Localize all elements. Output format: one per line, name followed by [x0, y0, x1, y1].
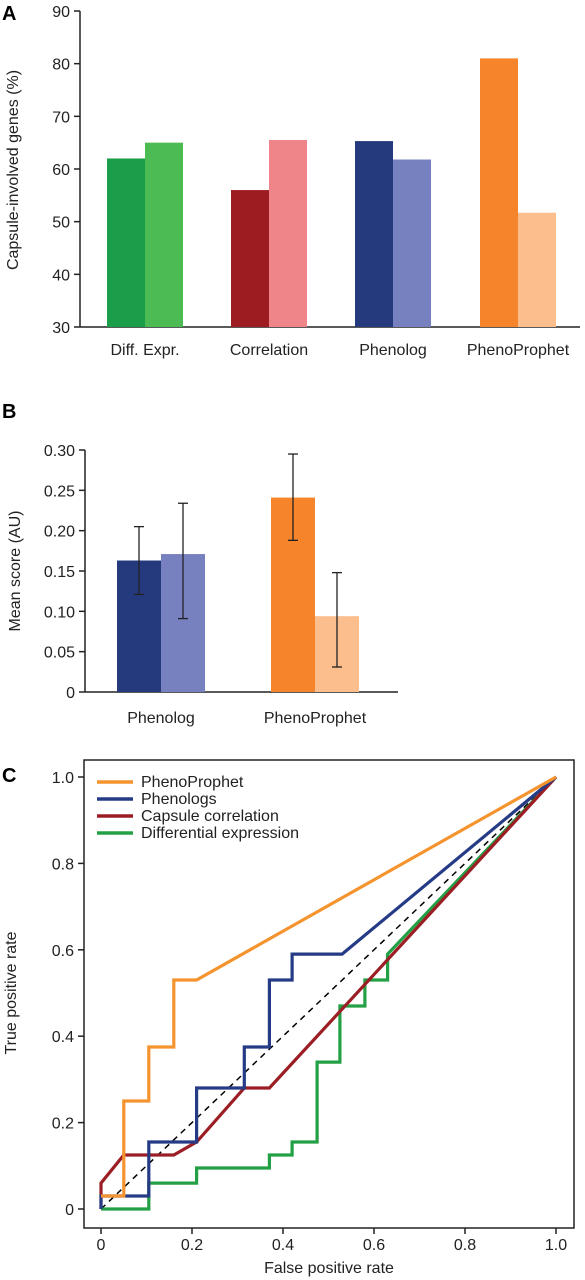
plot-frame — [83, 759, 575, 1229]
y-tick-label: 90 — [52, 4, 70, 21]
x-tick-label: 0 — [97, 1237, 106, 1254]
bar — [107, 158, 145, 327]
x-tick-label: Phenolog — [127, 710, 195, 727]
y-tick-label: 0.8 — [52, 856, 74, 873]
y-axis-title: True positive rate — [3, 931, 20, 1054]
diagonal-reference-line — [100, 776, 557, 1210]
x-tick-label: PhenoProphet — [264, 710, 367, 727]
x-tick-label: 0.6 — [363, 1237, 385, 1254]
y-tick-label: 80 — [52, 57, 70, 74]
x-tick-label: Phenolog — [359, 342, 427, 359]
bar — [480, 58, 518, 328]
y-axis-title: Mean score (AU) — [7, 511, 24, 632]
y-tick-label: 0.05 — [44, 645, 75, 662]
series-line-phenologs — [99, 775, 558, 1209]
y-tick-label: 0.15 — [44, 564, 75, 581]
x-tick-label: 1.0 — [545, 1237, 567, 1254]
legend-label: PhenoProphet — [141, 774, 244, 791]
series-line-capsule-correlation — [99, 775, 558, 1209]
bar — [145, 142, 183, 327]
y-tick-label: 0 — [65, 1202, 74, 1219]
legend-label: Differential expression — [141, 825, 299, 842]
y-tick-label: 0.20 — [44, 524, 75, 541]
x-tick-label: 0.2 — [181, 1237, 203, 1254]
bar — [355, 141, 393, 327]
y-tick-label: 0 — [66, 685, 75, 702]
y-tick-label: 70 — [52, 109, 70, 126]
panel-label-a: A — [2, 3, 16, 25]
panel-label-c: C — [2, 765, 16, 787]
y-tick-label: 30 — [52, 320, 70, 337]
x-axis-title: False positive rate — [264, 1260, 394, 1277]
panel-label-b: B — [2, 401, 16, 423]
y-tick-label: 40 — [52, 267, 70, 284]
y-tick-label: 50 — [52, 215, 70, 232]
panel-b-chart: 0 0.05 0.10 0.15 0.20 0.25 0.30 Mean score (AU)… — [7, 443, 398, 727]
y-tick-label: 0.25 — [44, 483, 75, 500]
y-tick-label: 1.0 — [52, 770, 74, 787]
y-tick-label: 0.4 — [52, 1029, 74, 1046]
x-tick-label: Diff. Expr. — [110, 342, 179, 359]
bar — [269, 140, 307, 327]
x-tick-label: PhenoProphet — [467, 342, 570, 359]
bar — [231, 190, 269, 327]
y-tick-label: 0.30 — [44, 443, 75, 460]
x-tick-label: Correlation — [230, 342, 308, 359]
panel-c-chart: 0 0.2 0.4 0.6 0.8 1.0 0 0.2 0.4 0.6 0.8 1.0 False po… — [3, 759, 575, 1277]
legend-label: Capsule correlation — [141, 808, 279, 825]
y-tick-label: 0.6 — [52, 943, 74, 960]
y-tick-label: 0.10 — [44, 604, 75, 621]
legend-label: Phenologs — [141, 791, 217, 808]
y-tick-label: 60 — [52, 162, 70, 179]
y-axis-title: Capsule-involved genes (%) — [5, 70, 22, 270]
x-tick-label: 0.4 — [272, 1237, 294, 1254]
series-line-phenoprophet — [101, 775, 557, 1198]
y-tick-label: 0.2 — [52, 1116, 74, 1133]
bar — [518, 212, 556, 327]
x-tick-label: 0.8 — [454, 1237, 476, 1254]
panel-a-chart: 30 40 50 60 70 80 90 Capsule-involved genes (%)… — [5, 4, 580, 359]
bar — [393, 159, 431, 327]
